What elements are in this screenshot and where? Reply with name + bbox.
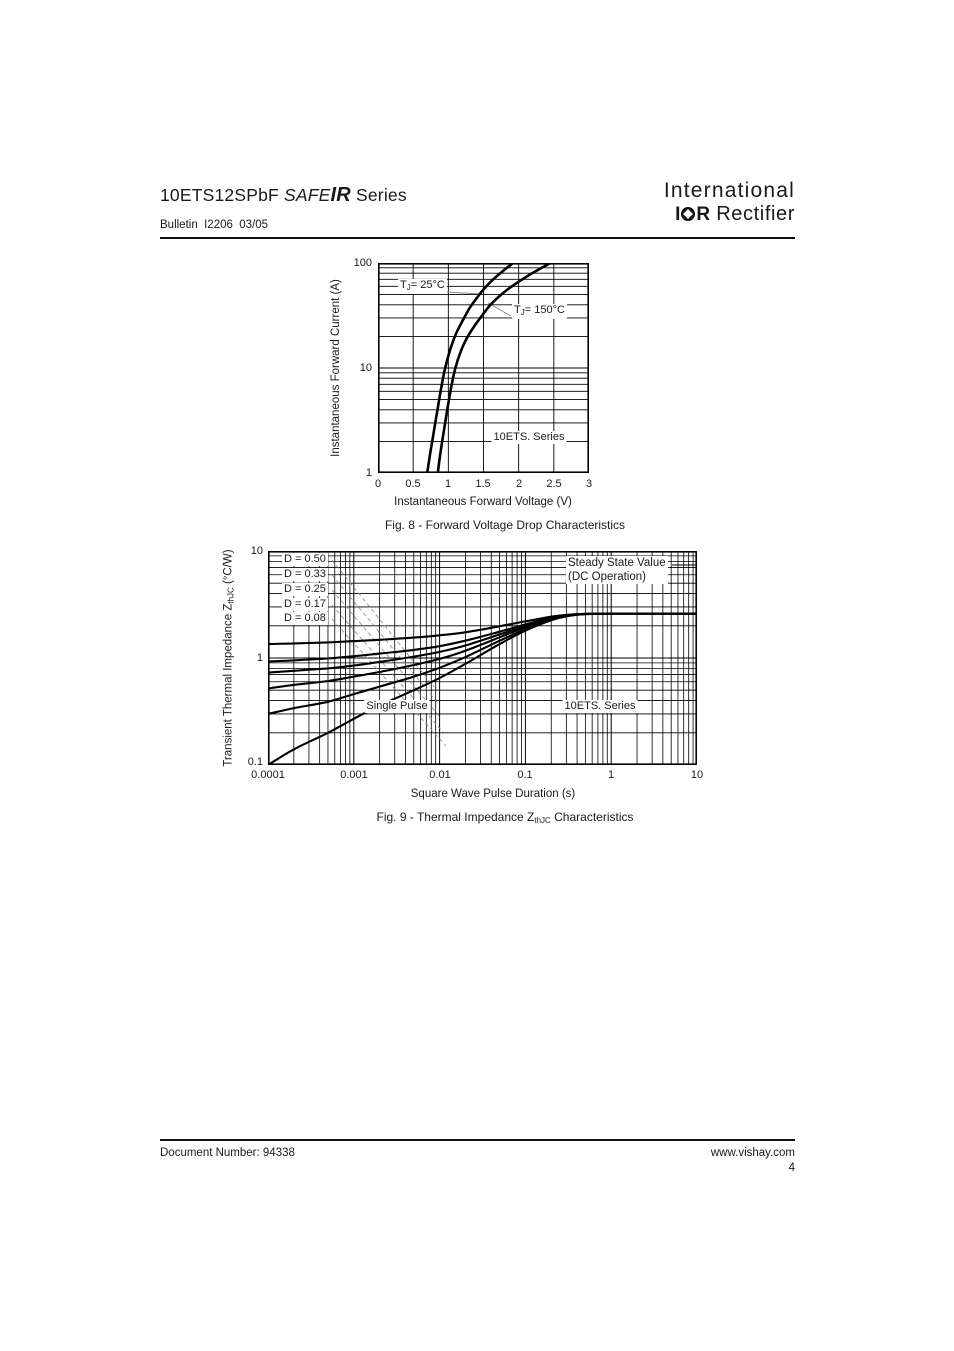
fig9-label-d008: D = 0.08 [282, 612, 328, 625]
fig8-xtick-15: 1.5 [475, 478, 491, 490]
title-ir: IR [330, 184, 351, 206]
fig9-x-axis-title: Square Wave Pulse Duration (s) [410, 788, 576, 800]
bulletin-line: Bulletin I2206 03/05 [160, 219, 269, 231]
fig9-ytick-10: 10 [250, 545, 263, 557]
fig8-anno-tj150: TJ= 150°C [512, 304, 567, 319]
fig9-xtick-1: 1 [607, 769, 615, 781]
fig9-anno-steady-state: Steady State Value (DC Operation) [566, 556, 668, 584]
footer-rule [160, 1139, 795, 1141]
fig9-label-d050: D = 0.50 [282, 553, 328, 566]
fig9-label-d033: D = 0.33 [282, 568, 328, 581]
fig9-caption: Fig. 9 - Thermal Impedance ZthJC Charact… [376, 810, 634, 825]
ior-diamond-icon [681, 207, 696, 222]
footer-document-number: Document Number: 94338 [160, 1147, 295, 1159]
fig8-xtick-0: 0 [374, 478, 382, 490]
footer-page-number: 4 [788, 1162, 795, 1174]
ir-logo-i: I [675, 204, 681, 226]
fig8-plot [378, 263, 589, 473]
fig8-caption: Fig. 8 - Forward Voltage Drop Characteri… [384, 518, 626, 532]
fig8-ytick-1: 1 [365, 467, 372, 479]
fig8-x-axis-title: Instantaneous Forward Voltage (V) [394, 496, 572, 508]
fig9-anno-single-pulse: Single Pulse [364, 700, 430, 713]
fig8-ytick-100: 100 [353, 257, 372, 269]
ir-logo-name: Rectifier [716, 203, 795, 226]
fig8-xtick-2: 2 [515, 478, 523, 490]
footer-website: www.vishay.com [710, 1147, 795, 1159]
fig9-xtick-0001: 0.001 [340, 769, 368, 781]
fig9-xtick-10: 10 [690, 769, 704, 781]
fig9-ytick-1: 1 [256, 652, 263, 664]
fig8-xtick-05: 0.5 [405, 478, 421, 490]
fig9-anno-series: 10ETS. Series [562, 700, 638, 713]
fig9-ytick-01: 0.1 [247, 756, 263, 768]
fig9-xtick-001: 0.01 [429, 769, 451, 781]
fig9-xtick-01: 0.1 [517, 769, 533, 781]
title-series: Series [350, 185, 407, 205]
title-model: 10ETS12SPbF [160, 185, 279, 205]
page-title: 10ETS12SPbF SAFEIR Series [160, 184, 407, 207]
title-safe: SAFE [284, 185, 331, 205]
ir-logo-international: International [663, 179, 795, 202]
ir-logo-r: R [696, 204, 711, 226]
fig8-anno-series: 10ETS. Series [491, 431, 567, 444]
fig8-xtick-3: 3 [585, 478, 593, 490]
fig9-label-d025: D = 0.25 [282, 583, 328, 596]
fig8-xtick-25: 2.5 [546, 478, 562, 490]
fig8-anno-tj25: TJ= 25°C [398, 279, 447, 294]
fig9-label-d017: D = 0.17 [282, 598, 328, 611]
header-rule [160, 237, 795, 239]
fig9-xtick-00001: 0.0001 [251, 769, 285, 781]
fig8-xtick-1: 1 [444, 478, 452, 490]
fig8-ytick-10: 10 [359, 362, 372, 374]
